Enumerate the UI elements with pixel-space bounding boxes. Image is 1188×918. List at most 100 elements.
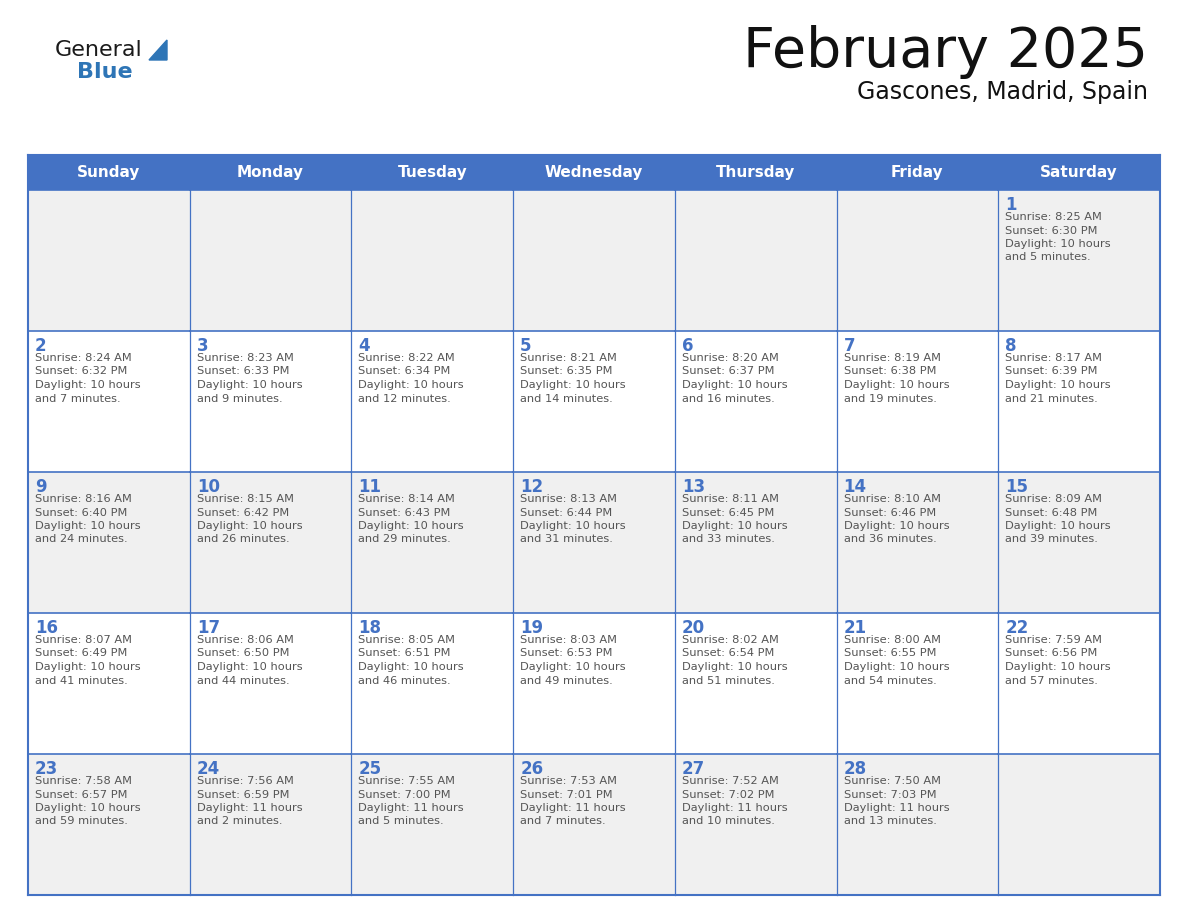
Text: Sunrise: 8:19 AM: Sunrise: 8:19 AM bbox=[843, 353, 941, 363]
Text: and 9 minutes.: and 9 minutes. bbox=[197, 394, 283, 404]
Bar bbox=[352, 472, 513, 613]
Text: 2: 2 bbox=[34, 337, 46, 355]
Text: Daylight: 10 hours: Daylight: 10 hours bbox=[843, 662, 949, 672]
Text: and 31 minutes.: and 31 minutes. bbox=[520, 534, 613, 544]
Text: Sunrise: 8:05 AM: Sunrise: 8:05 AM bbox=[359, 635, 455, 645]
Text: Sunset: 6:35 PM: Sunset: 6:35 PM bbox=[520, 366, 613, 376]
Text: Sunrise: 8:09 AM: Sunrise: 8:09 AM bbox=[1005, 494, 1102, 504]
Text: Saturday: Saturday bbox=[1041, 165, 1118, 180]
Text: Sunrise: 7:55 AM: Sunrise: 7:55 AM bbox=[359, 776, 455, 786]
Text: 18: 18 bbox=[359, 619, 381, 637]
Text: Sunset: 7:00 PM: Sunset: 7:00 PM bbox=[359, 789, 451, 800]
Text: Sunrise: 8:25 AM: Sunrise: 8:25 AM bbox=[1005, 212, 1102, 222]
Text: Sunrise: 7:52 AM: Sunrise: 7:52 AM bbox=[682, 776, 778, 786]
Text: and 7 minutes.: and 7 minutes. bbox=[34, 394, 121, 404]
Bar bbox=[190, 613, 352, 754]
Text: Sunset: 6:43 PM: Sunset: 6:43 PM bbox=[359, 508, 450, 518]
Text: Sunrise: 8:11 AM: Sunrise: 8:11 AM bbox=[682, 494, 779, 504]
Text: Gascones, Madrid, Spain: Gascones, Madrid, Spain bbox=[857, 80, 1148, 104]
Text: Sunrise: 8:16 AM: Sunrise: 8:16 AM bbox=[34, 494, 132, 504]
Bar bbox=[352, 331, 513, 472]
Text: Daylight: 11 hours: Daylight: 11 hours bbox=[682, 803, 788, 813]
Text: 24: 24 bbox=[197, 760, 220, 778]
Bar bbox=[513, 190, 675, 331]
Text: 7: 7 bbox=[843, 337, 855, 355]
Text: Sunrise: 8:13 AM: Sunrise: 8:13 AM bbox=[520, 494, 617, 504]
Text: Sunset: 6:53 PM: Sunset: 6:53 PM bbox=[520, 648, 613, 658]
Text: Sunrise: 8:02 AM: Sunrise: 8:02 AM bbox=[682, 635, 778, 645]
Text: Daylight: 10 hours: Daylight: 10 hours bbox=[520, 521, 626, 531]
Text: Sunset: 6:45 PM: Sunset: 6:45 PM bbox=[682, 508, 775, 518]
Text: and 54 minutes.: and 54 minutes. bbox=[843, 676, 936, 686]
Text: Daylight: 11 hours: Daylight: 11 hours bbox=[197, 803, 302, 813]
Text: Sunset: 6:57 PM: Sunset: 6:57 PM bbox=[34, 789, 127, 800]
Bar bbox=[675, 613, 836, 754]
Bar bbox=[836, 190, 998, 331]
Bar bbox=[513, 331, 675, 472]
Text: Sunset: 7:02 PM: Sunset: 7:02 PM bbox=[682, 789, 775, 800]
Text: Sunrise: 7:56 AM: Sunrise: 7:56 AM bbox=[197, 776, 293, 786]
Text: Sunset: 6:33 PM: Sunset: 6:33 PM bbox=[197, 366, 289, 376]
Text: 16: 16 bbox=[34, 619, 58, 637]
Text: 8: 8 bbox=[1005, 337, 1017, 355]
Text: Sunrise: 8:24 AM: Sunrise: 8:24 AM bbox=[34, 353, 132, 363]
Text: 10: 10 bbox=[197, 478, 220, 496]
Text: Sunset: 6:32 PM: Sunset: 6:32 PM bbox=[34, 366, 127, 376]
Bar bbox=[29, 331, 190, 472]
Text: Daylight: 10 hours: Daylight: 10 hours bbox=[520, 662, 626, 672]
Bar bbox=[29, 472, 190, 613]
Text: Sunset: 6:34 PM: Sunset: 6:34 PM bbox=[359, 366, 450, 376]
Text: Sunrise: 8:23 AM: Sunrise: 8:23 AM bbox=[197, 353, 293, 363]
Text: 22: 22 bbox=[1005, 619, 1029, 637]
Text: and 12 minutes.: and 12 minutes. bbox=[359, 394, 451, 404]
Bar bbox=[675, 754, 836, 895]
Text: and 41 minutes.: and 41 minutes. bbox=[34, 676, 128, 686]
Text: Sunset: 6:38 PM: Sunset: 6:38 PM bbox=[843, 366, 936, 376]
Text: 27: 27 bbox=[682, 760, 706, 778]
Text: Sunrise: 8:22 AM: Sunrise: 8:22 AM bbox=[359, 353, 455, 363]
Text: and 44 minutes.: and 44 minutes. bbox=[197, 676, 290, 686]
Text: and 14 minutes.: and 14 minutes. bbox=[520, 394, 613, 404]
Text: Sunset: 7:01 PM: Sunset: 7:01 PM bbox=[520, 789, 613, 800]
Bar bbox=[190, 331, 352, 472]
Bar bbox=[513, 613, 675, 754]
Text: Sunrise: 8:00 AM: Sunrise: 8:00 AM bbox=[843, 635, 941, 645]
Text: 28: 28 bbox=[843, 760, 867, 778]
Text: Sunset: 6:51 PM: Sunset: 6:51 PM bbox=[359, 648, 451, 658]
Text: Sunset: 6:46 PM: Sunset: 6:46 PM bbox=[843, 508, 936, 518]
Text: and 2 minutes.: and 2 minutes. bbox=[197, 816, 283, 826]
Text: and 5 minutes.: and 5 minutes. bbox=[1005, 252, 1091, 263]
Text: 11: 11 bbox=[359, 478, 381, 496]
Text: Sunrise: 8:17 AM: Sunrise: 8:17 AM bbox=[1005, 353, 1102, 363]
Text: 21: 21 bbox=[843, 619, 867, 637]
Text: Daylight: 10 hours: Daylight: 10 hours bbox=[1005, 662, 1111, 672]
Bar bbox=[513, 472, 675, 613]
Text: and 7 minutes.: and 7 minutes. bbox=[520, 816, 606, 826]
Text: Daylight: 10 hours: Daylight: 10 hours bbox=[359, 380, 465, 390]
Text: Thursday: Thursday bbox=[716, 165, 796, 180]
Text: Sunrise: 8:15 AM: Sunrise: 8:15 AM bbox=[197, 494, 293, 504]
Text: and 51 minutes.: and 51 minutes. bbox=[682, 676, 775, 686]
Text: Daylight: 10 hours: Daylight: 10 hours bbox=[359, 521, 465, 531]
Bar bbox=[675, 331, 836, 472]
Text: Sunset: 6:54 PM: Sunset: 6:54 PM bbox=[682, 648, 775, 658]
Bar bbox=[998, 190, 1159, 331]
Text: Daylight: 10 hours: Daylight: 10 hours bbox=[682, 521, 788, 531]
Text: and 46 minutes.: and 46 minutes. bbox=[359, 676, 451, 686]
Text: Friday: Friday bbox=[891, 165, 943, 180]
Polygon shape bbox=[148, 40, 168, 60]
Text: and 24 minutes.: and 24 minutes. bbox=[34, 534, 127, 544]
Bar bbox=[352, 754, 513, 895]
Text: 20: 20 bbox=[682, 619, 704, 637]
Bar bbox=[836, 331, 998, 472]
Text: Sunset: 6:30 PM: Sunset: 6:30 PM bbox=[1005, 226, 1098, 236]
Text: Daylight: 10 hours: Daylight: 10 hours bbox=[843, 521, 949, 531]
Text: Tuesday: Tuesday bbox=[398, 165, 467, 180]
Text: and 57 minutes.: and 57 minutes. bbox=[1005, 676, 1098, 686]
Text: Sunset: 6:40 PM: Sunset: 6:40 PM bbox=[34, 508, 127, 518]
Text: and 33 minutes.: and 33 minutes. bbox=[682, 534, 775, 544]
Text: and 59 minutes.: and 59 minutes. bbox=[34, 816, 128, 826]
Text: Wednesday: Wednesday bbox=[545, 165, 643, 180]
Text: and 29 minutes.: and 29 minutes. bbox=[359, 534, 451, 544]
Text: Daylight: 10 hours: Daylight: 10 hours bbox=[682, 380, 788, 390]
